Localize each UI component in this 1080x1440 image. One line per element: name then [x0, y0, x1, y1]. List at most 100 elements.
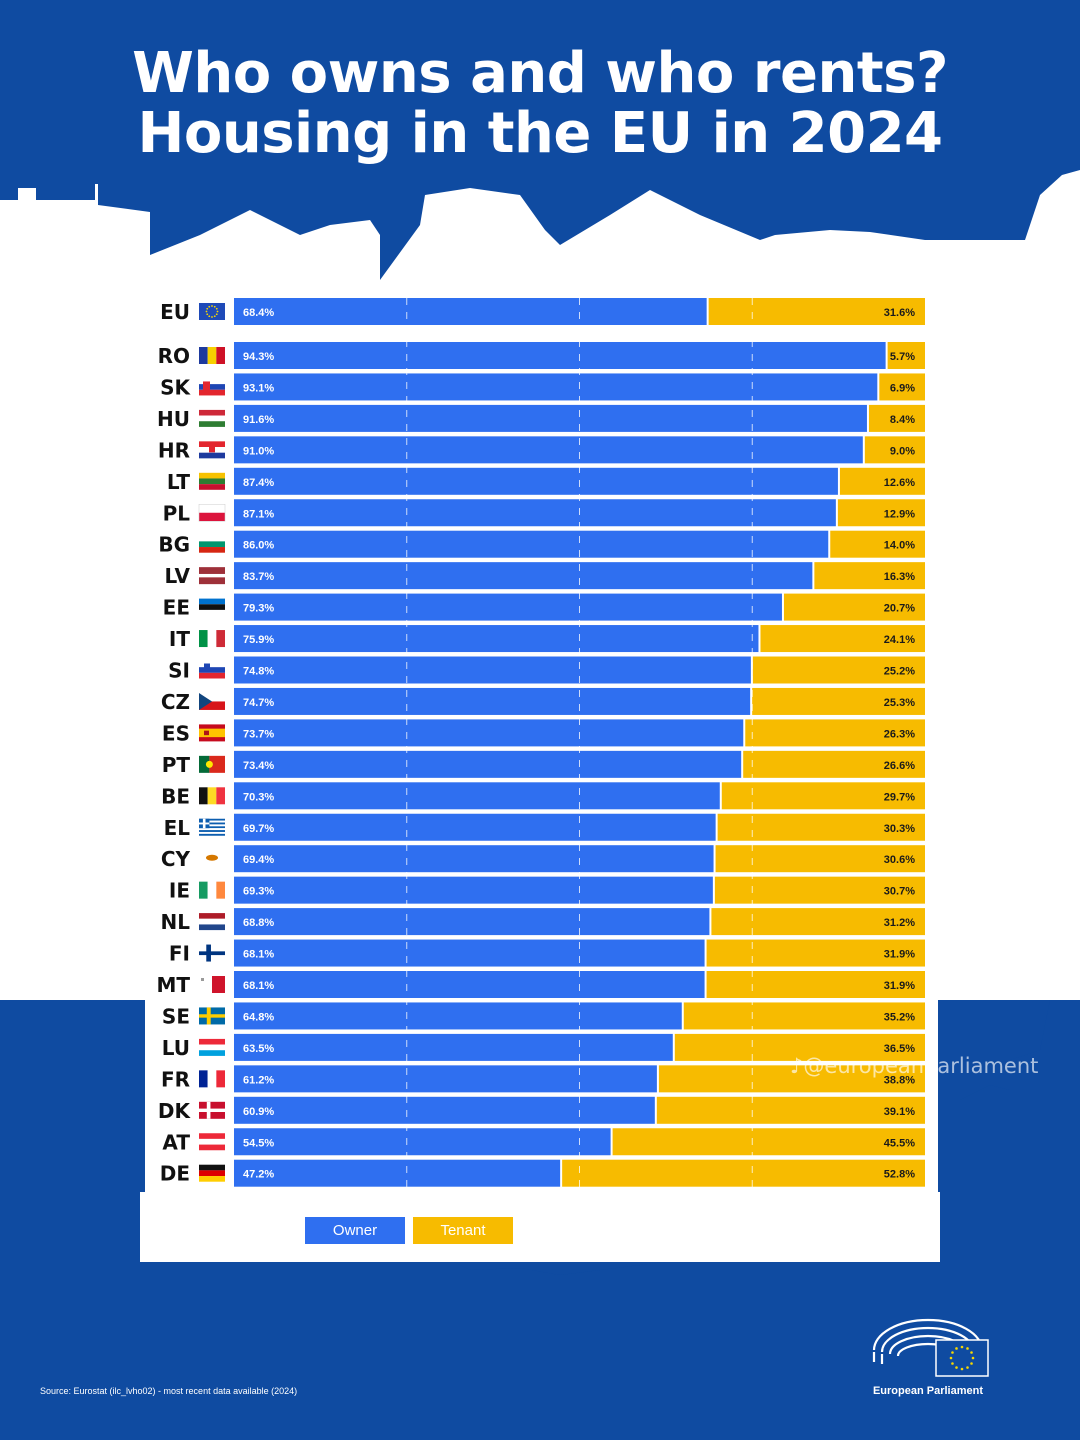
- pt-flag: [199, 755, 225, 773]
- lower-white-panel: [140, 1192, 940, 1262]
- label-owner-hu: 91.6%: [243, 414, 274, 426]
- label-tenant-be: 29.7%: [884, 791, 915, 803]
- label-tenant-ee: 20.7%: [884, 603, 915, 615]
- bar-tenant-bg: [830, 530, 925, 558]
- label-tenant-ie: 30.7%: [884, 886, 915, 898]
- label-tenant-hu: 8.4%: [890, 414, 915, 426]
- bar-tenant-it: [760, 625, 925, 653]
- bg-flag: [199, 535, 225, 553]
- source-note: Source: Eurostat (ilc_lvho02) - most rec…: [40, 1386, 298, 1396]
- at-flag: [199, 1133, 225, 1151]
- label-tenant-sk: 6.9%: [890, 382, 915, 394]
- tiktok-icon: ♪: [790, 1054, 804, 1078]
- bar-owner-fi: [234, 939, 705, 967]
- logo-star: [949, 1356, 953, 1360]
- bar-owner-se: [234, 1002, 682, 1030]
- bar-owner-mt: [234, 971, 705, 998]
- logo-star: [966, 1347, 969, 1350]
- label-tenant-fi: 31.9%: [884, 949, 915, 961]
- label-tenant-de: 52.8%: [884, 1169, 915, 1181]
- label-tenant-es: 26.3%: [884, 728, 915, 740]
- label-owner-se: 64.8%: [243, 1011, 274, 1023]
- es-flag: [199, 724, 225, 742]
- dk-flag: [199, 1101, 225, 1119]
- bar-tenant-pt: [743, 750, 925, 778]
- label-tenant-ro: 5.7%: [890, 351, 915, 363]
- bar-owner-el: [234, 813, 716, 841]
- country-code-se: SE: [162, 1004, 190, 1028]
- be-flag: [199, 787, 225, 805]
- bar-owner-ie: [234, 876, 713, 904]
- country-code-el: EL: [164, 816, 191, 840]
- bar-tenant-sk: [879, 373, 925, 401]
- title-line-1: Who owns and who rents?: [132, 41, 948, 106]
- cy-flag: [199, 850, 225, 868]
- country-code-mt: MT: [156, 973, 190, 997]
- country-code-dk: DK: [158, 1099, 192, 1123]
- bar-owner-it: [234, 625, 759, 653]
- bar-tenant-lt: [839, 467, 925, 495]
- bar-tenant-ie: [714, 876, 925, 904]
- ee-flag: [199, 598, 225, 616]
- tiktok-watermark: ♪@europeanparliament: [790, 1054, 1038, 1078]
- logo-star: [955, 1347, 958, 1350]
- label-tenant-el: 30.3%: [884, 823, 915, 835]
- bar-tenant-nl: [711, 908, 925, 936]
- country-code-nl: NL: [161, 910, 191, 934]
- legend-tenant: Tenant: [413, 1217, 513, 1244]
- bar-owner-es: [234, 719, 744, 747]
- label-tenant-eu: 31.6%: [884, 307, 915, 319]
- label-owner-it: 75.9%: [243, 634, 274, 646]
- label-owner-mt: 68.1%: [243, 980, 274, 992]
- bar-owner-eu: [234, 298, 707, 325]
- legend-owner: Owner: [305, 1217, 405, 1244]
- bar-tenant-lv: [814, 562, 925, 590]
- bar-owner-hr: [234, 436, 863, 464]
- bar-owner-cy: [234, 845, 714, 873]
- country-code-ro: RO: [158, 344, 190, 368]
- bar-tenant-be: [721, 782, 925, 810]
- label-owner-lu: 63.5%: [243, 1043, 274, 1055]
- bar-tenant-at: [612, 1128, 925, 1156]
- label-owner-lt: 87.4%: [243, 477, 274, 489]
- bar-owner-be: [234, 782, 720, 810]
- bar-tenant-fr: [658, 1065, 925, 1093]
- sk-flag: [199, 378, 225, 396]
- label-owner-bg: 86.0%: [243, 540, 274, 552]
- country-code-lv: LV: [165, 564, 191, 588]
- logo-star: [971, 1356, 975, 1360]
- country-code-de: DE: [160, 1162, 190, 1186]
- ro-flag: [199, 347, 225, 364]
- lv-flag: [199, 567, 225, 585]
- bar-owner-fr: [234, 1065, 657, 1093]
- label-owner-cy: 69.4%: [243, 854, 274, 866]
- logo-star: [966, 1366, 969, 1369]
- label-owner-ie: 69.3%: [243, 886, 274, 898]
- logo-star: [951, 1351, 954, 1354]
- country-code-hu: HU: [157, 407, 190, 431]
- it-flag: [199, 630, 225, 648]
- bar-owner-ee: [234, 593, 782, 621]
- label-owner-eu: 68.4%: [243, 307, 274, 319]
- label-tenant-se: 35.2%: [884, 1011, 915, 1023]
- hr-flag: [199, 441, 225, 459]
- label-owner-de: 47.2%: [243, 1169, 274, 1181]
- bar-owner-dk: [234, 1096, 655, 1124]
- lu-flag: [199, 1038, 225, 1056]
- country-code-ie: IE: [169, 879, 190, 903]
- label-owner-lv: 83.7%: [243, 571, 274, 583]
- logo-star: [960, 1367, 964, 1371]
- title-line-2: Housing in the EU in 2024: [137, 101, 944, 166]
- bar-tenant-cy: [715, 845, 925, 873]
- el-flag: [199, 818, 225, 836]
- bar-tenant-ro: [887, 342, 925, 369]
- country-code-si: SI: [168, 659, 190, 683]
- hu-flag: [199, 409, 225, 427]
- label-tenant-lv: 16.3%: [884, 571, 915, 583]
- bar-owner-lu: [234, 1033, 673, 1061]
- bar-tenant-dk: [656, 1096, 925, 1124]
- label-owner-sk: 93.1%: [243, 382, 274, 394]
- logo-star: [955, 1366, 958, 1369]
- label-tenant-nl: 31.2%: [884, 917, 915, 929]
